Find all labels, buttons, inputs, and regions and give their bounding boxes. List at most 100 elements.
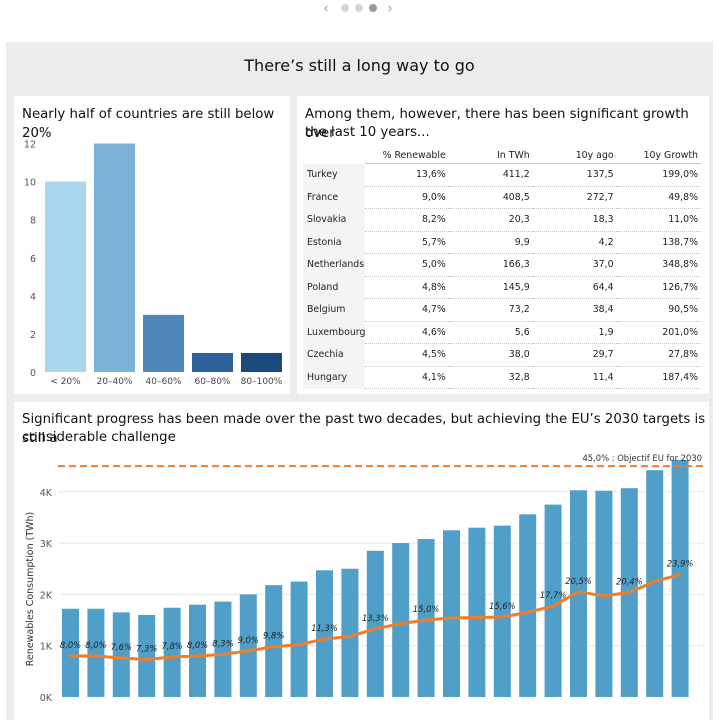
country-cell: Netherlands	[303, 253, 366, 276]
page-dot-2[interactable]	[355, 4, 363, 12]
pct-renewable-cell: 8,2%	[365, 208, 449, 232]
consumption-bar	[570, 490, 587, 697]
column-header: % Renewable	[365, 147, 449, 164]
consumption-bar	[316, 570, 333, 697]
histogram-chart: 0 2 4 6 8 10 12 < 20% 20–40% 40–60% 60–80% 80–100%	[24, 140, 283, 387]
x-tick-label: 60–80%	[195, 377, 231, 387]
share-data-label: 8,0%	[187, 640, 208, 650]
progress-title-line2: considerable challenge	[22, 430, 176, 445]
growth-table-title-line2: the last 10 years...	[305, 125, 430, 140]
twh-cell: 73,2	[448, 298, 533, 322]
country-cell: Turkey	[303, 163, 366, 186]
share-data-label: 8,0%	[60, 640, 81, 650]
share-point	[94, 654, 98, 658]
x-tick-label: 80–100%	[241, 377, 283, 387]
y-tick-label: 12	[24, 140, 36, 151]
share-data-label: 15,6%	[489, 601, 516, 611]
chevron-right-icon[interactable]: ›	[387, 0, 393, 17]
twh-cell: 166,3	[448, 253, 533, 277]
share-data-label: 15,0%	[413, 604, 440, 614]
table-row: Slovakia 8,2% 20,3 18,3 11,0%	[303, 208, 701, 232]
share-data-label: 11,3%	[311, 623, 338, 633]
twh-cell: 145,9	[448, 276, 533, 299]
consumption-bar	[163, 607, 181, 697]
consumption-bar	[392, 543, 410, 697]
y-tick-label: 2K	[40, 590, 53, 601]
chevron-left-icon[interactable]: ‹	[323, 0, 329, 17]
consumption-bar	[265, 585, 283, 697]
x-tick-label: 20–40%	[97, 377, 133, 387]
table-row: Estonia 5,7% 9,9 4,2 138,7%	[303, 231, 701, 254]
histogram-title: Nearly half of countries are still below…	[22, 107, 275, 141]
page-dot-3[interactable]	[369, 4, 377, 12]
share-point	[678, 572, 682, 576]
y-tick-label: 2	[30, 330, 36, 341]
share-point	[272, 645, 276, 649]
y-tick-label: 4K	[40, 488, 53, 499]
ten-years-ago-cell: 18,3	[532, 208, 617, 232]
twh-cell: 5,6	[448, 321, 533, 344]
dashboard-title: There’s still a long way to go	[244, 56, 475, 75]
share-point	[627, 590, 631, 594]
table-row: France 9,0% 408,5 272,7 49,8%	[303, 186, 701, 209]
twh-cell: 20,3	[448, 208, 533, 232]
share-point	[450, 616, 453, 620]
consumption-bar	[62, 608, 79, 697]
consumption-bar	[443, 530, 460, 697]
y-tick-label: 10	[24, 178, 36, 189]
y-tick-label: 0K	[40, 693, 53, 704]
ten-years-ago-cell: 37,0	[532, 253, 617, 277]
consumption-bar	[214, 601, 232, 697]
country-cell: Poland	[303, 276, 366, 299]
ten-years-ago-cell: 272,7	[532, 186, 617, 209]
table-row: Netherlands 5,0% 166,3 37,0 348,8%	[303, 253, 701, 277]
share-point	[145, 658, 149, 662]
share-point	[373, 627, 377, 631]
growth-table-title-line1: Among them, however, there has been sign…	[305, 107, 689, 141]
histogram-bar	[192, 352, 233, 372]
pct-renewable-cell: 9,0%	[365, 186, 449, 209]
share-data-label: 20,5%	[565, 576, 592, 586]
pct-renewable-cell: 13,6%	[365, 163, 449, 187]
growth-cell: 27,8%	[616, 343, 701, 367]
progress-chart: 0K 1K 2K 3K 4K Renewables Consumption (TWh) 45…	[25, 453, 704, 704]
histogram-bar	[45, 181, 86, 372]
share-point	[246, 649, 250, 653]
share-point	[602, 594, 606, 598]
ten-years-ago-cell: 11,4	[532, 366, 617, 389]
share-point	[551, 604, 555, 608]
twh-cell: 38,0	[448, 343, 533, 367]
pct-renewable-cell: 5,7%	[365, 231, 449, 254]
share-point	[69, 654, 72, 658]
page-indicator: ‹ ›	[0, 0, 719, 18]
country-cell: Slovakia	[303, 208, 366, 231]
y-axis-title: Renewables Consumption (TWh)	[25, 512, 36, 667]
histogram-bar	[143, 314, 184, 372]
consumption-bar	[468, 527, 486, 697]
country-cell: Estonia	[303, 231, 366, 254]
pct-renewable-cell: 4,8%	[365, 276, 449, 299]
country-cell: Hungary	[303, 366, 366, 389]
consumption-bar	[290, 581, 308, 697]
share-data-label: 13,3%	[362, 613, 389, 623]
column-header: 10y ago	[532, 147, 617, 164]
share-point	[119, 656, 123, 660]
consumption-bar	[341, 568, 359, 697]
progress-panel: Significant progress has been made over …	[14, 402, 709, 720]
share-data-label: 7,3%	[136, 644, 157, 654]
twh-cell: 408,5	[448, 186, 533, 209]
page-dot-1[interactable]	[341, 4, 349, 12]
growth-cell: 348,8%	[616, 253, 701, 277]
consumption-bar	[544, 504, 562, 697]
share-point	[526, 610, 530, 614]
country-cell: France	[303, 186, 366, 209]
ten-years-ago-cell: 1,9	[532, 321, 617, 344]
table-row: Czechia 4,5% 38,0 29,7 27,8%	[303, 343, 701, 367]
ten-years-ago-cell: 38,4	[532, 298, 617, 322]
consumption-bar	[646, 470, 664, 697]
growth-cell: 126,7%	[616, 276, 701, 299]
consumption-bar	[87, 608, 105, 697]
share-data-label: 20,4%	[616, 576, 643, 586]
consumption-bar	[671, 459, 689, 697]
ten-years-ago-cell: 137,5	[532, 163, 617, 187]
